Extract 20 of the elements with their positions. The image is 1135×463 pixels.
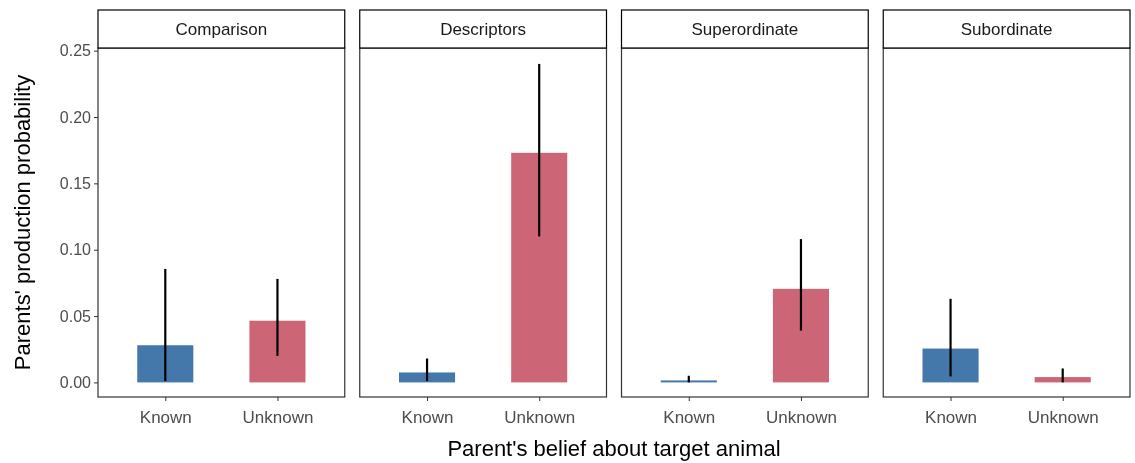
x-axis-title: Parent's belief about target animal	[447, 436, 781, 461]
chart-title: Comparison	[175, 20, 268, 39]
x-tick-label: Known	[139, 407, 192, 427]
y-tick-label: 0.10	[59, 241, 92, 259]
x-tick-label: Known	[925, 407, 978, 427]
x-tick-label: Unknown	[766, 407, 837, 427]
x-tick-label: Unknown	[242, 407, 314, 427]
x-tick-label: Unknown	[504, 407, 576, 427]
y-tick-label: 0.00	[59, 374, 92, 392]
y-tick-label: 0.25	[59, 42, 92, 60]
x-tick-label: Known	[663, 407, 716, 427]
x-tick-label: Unknown	[1027, 407, 1099, 427]
y-axis-title: Parents' production probability	[10, 74, 35, 371]
chart-title: Subordinate	[960, 20, 1053, 39]
chart-title: Superordinate	[691, 20, 799, 39]
y-tick-label: 0.15	[59, 174, 92, 192]
y-tick-label: 0.05	[59, 307, 92, 325]
chart-title: Descriptors	[440, 20, 527, 39]
x-tick-label: Known	[401, 407, 454, 427]
y-tick-label: 0.20	[59, 108, 92, 126]
